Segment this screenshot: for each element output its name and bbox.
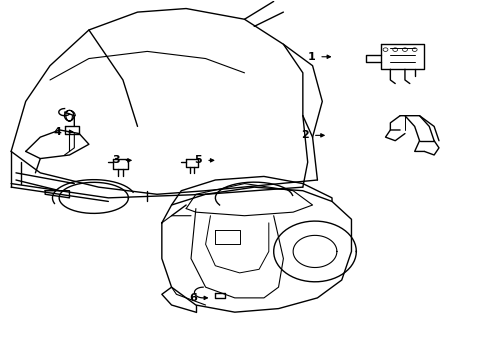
Text: 4: 4 — [53, 127, 61, 137]
Text: 3: 3 — [112, 156, 119, 165]
Text: 2: 2 — [301, 130, 308, 140]
Text: 6: 6 — [189, 293, 197, 303]
Text: 1: 1 — [307, 52, 315, 62]
Text: 5: 5 — [194, 156, 202, 165]
